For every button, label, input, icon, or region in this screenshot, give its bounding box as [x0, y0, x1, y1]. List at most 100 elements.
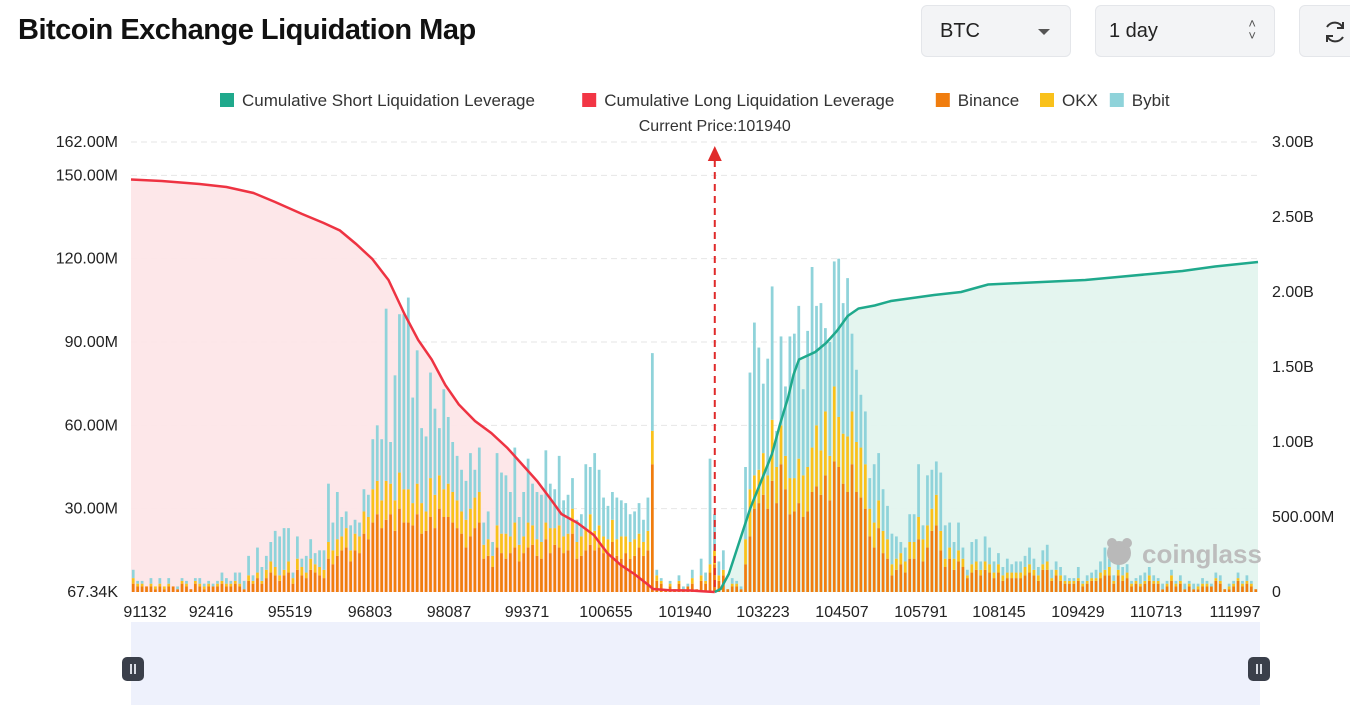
- liquidation-bar-bybit: [420, 428, 423, 504]
- liquidation-bar-bybit: [930, 469, 934, 509]
- range-select[interactable]: 1 day ˄ ˅: [1095, 5, 1275, 57]
- liquidation-bar-okx: [828, 455, 832, 501]
- liquidation-bar-bybit: [331, 522, 335, 551]
- liquidation-bar-binance: [983, 569, 987, 592]
- liquidation-bar-okx: [149, 583, 153, 587]
- liquidation-bar-bybit: [460, 469, 463, 512]
- liquidation-bar-bybit: [1201, 578, 1204, 584]
- zoom-slider-track[interactable]: [131, 622, 1260, 705]
- x-tick-label: 104507: [815, 604, 868, 621]
- liquidation-bar-bybit: [526, 458, 530, 523]
- liquidation-bar-bybit: [1041, 550, 1045, 565]
- liquidation-bar-bybit: [721, 550, 725, 570]
- x-tick-label: 91132: [123, 604, 166, 621]
- liquidation-bar-binance: [1245, 583, 1249, 592]
- liquidation-bar-bybit: [637, 503, 641, 534]
- liquidation-bar-okx: [371, 489, 375, 523]
- liquidation-bar-okx: [429, 478, 432, 517]
- liquidation-bar-okx: [832, 386, 836, 462]
- liquidation-bar-okx: [1165, 583, 1169, 587]
- liquidation-bar-binance: [757, 503, 761, 592]
- liquidation-bar-bybit: [1134, 578, 1138, 581]
- liquidation-bar-binance: [273, 575, 277, 592]
- y-right-tick-label: 500.00M: [1272, 509, 1334, 526]
- refresh-icon: [1326, 21, 1344, 43]
- coinglass-logo-icon: [1107, 538, 1117, 548]
- liquidation-bar-okx: [730, 583, 734, 587]
- liquidation-bar-bybit: [477, 447, 481, 492]
- liquidation-bar-okx: [420, 503, 423, 534]
- liquidation-bar-bybit: [846, 278, 849, 437]
- liquidation-bar-bybit: [486, 511, 490, 540]
- liquidation-bar-okx: [997, 564, 1000, 573]
- legend-label: Bybit: [1132, 91, 1170, 110]
- liquidation-bar-bybit: [739, 586, 743, 590]
- liquidation-bar-okx: [992, 572, 996, 579]
- liquidation-bar-okx: [837, 417, 841, 467]
- liquidation-bar-bybit: [251, 575, 255, 581]
- liquidation-bar-bybit: [495, 453, 499, 526]
- liquidation-bar-bybit: [788, 336, 792, 479]
- liquidation-bar-binance: [903, 572, 907, 592]
- liquidation-bar-bybit: [757, 347, 761, 470]
- liquidation-bar-binance: [908, 558, 912, 592]
- legend-label: Binance: [958, 91, 1019, 110]
- liquidation-bar-bybit: [1241, 580, 1244, 584]
- liquidation-bar-bybit: [389, 442, 392, 484]
- range-select-value: 1 day: [1109, 20, 1158, 42]
- liquidation-bar-binance: [1210, 586, 1213, 592]
- liquidation-bar-bybit: [406, 297, 410, 490]
- liquidation-bar-okx: [846, 436, 849, 492]
- liquidation-bar-bybit: [211, 583, 215, 587]
- liquidation-bar-okx: [327, 542, 330, 559]
- coin-select[interactable]: BTC: [921, 5, 1071, 57]
- liquidation-bar-binance: [606, 553, 610, 592]
- refresh-button[interactable]: [1299, 5, 1350, 57]
- liquidation-bar-binance: [469, 536, 472, 592]
- x-tick-label: 110713: [1130, 604, 1182, 621]
- liquidation-bar-binance: [1107, 575, 1111, 592]
- liquidation-bar-bybit: [340, 517, 344, 537]
- liquidation-bar-binance: [1147, 580, 1151, 592]
- liquidation-bar-bybit: [500, 472, 503, 534]
- liquidation-bar-okx: [349, 550, 353, 562]
- liquidation-bar-okx: [588, 514, 592, 545]
- liquidation-bar-binance: [784, 489, 787, 592]
- liquidation-bar-bybit: [819, 303, 823, 451]
- liquidation-bar-binance: [411, 525, 415, 592]
- liquidation-bar-binance: [690, 583, 694, 592]
- liquidation-bar-binance: [966, 578, 969, 592]
- liquidation-bar-bybit: [775, 430, 778, 467]
- liquidation-bar-okx: [868, 508, 872, 537]
- liquidation-bar-bybit: [1152, 575, 1156, 581]
- liquidation-bar-binance: [619, 558, 623, 592]
- liquidation-bar-bybit: [872, 464, 876, 523]
- liquidation-bar-binance: [313, 572, 317, 592]
- liquidation-bar-okx: [495, 525, 499, 548]
- liquidation-bar-binance: [597, 547, 601, 592]
- liquidation-bar-okx: [819, 450, 823, 495]
- liquidation-bar-binance: [504, 558, 508, 592]
- liquidation-bar-bybit: [402, 314, 406, 490]
- zoom-handle-right[interactable]: [1248, 657, 1270, 681]
- liquidation-bar-binance: [1125, 578, 1129, 592]
- liquidation-bar-binance: [571, 533, 574, 592]
- liquidation-bar-bybit: [1178, 575, 1182, 581]
- liquidation-bar-bybit: [1036, 567, 1040, 576]
- liquidation-bar-okx: [362, 511, 366, 534]
- liquidation-bar-binance: [735, 586, 739, 592]
- short-area-fill: [714, 262, 1258, 592]
- liquidation-bar-okx: [615, 539, 619, 556]
- liquidation-bar-binance: [863, 508, 867, 592]
- zoom-handle-left[interactable]: [122, 657, 144, 681]
- liquidation-bar-okx: [903, 561, 907, 573]
- liquidation-bar-okx: [225, 583, 228, 587]
- liquidation-bar-okx: [1143, 580, 1147, 584]
- liquidation-bar-binance: [1019, 578, 1022, 592]
- liquidation-bar-binance: [1072, 583, 1076, 592]
- liquidation-bar-bybit: [792, 333, 796, 479]
- liquidation-bar-bybit: [256, 547, 259, 573]
- liquidation-bar-okx: [659, 580, 663, 584]
- liquidation-bar-binance: [309, 569, 313, 592]
- coin-select-value: BTC: [940, 20, 980, 42]
